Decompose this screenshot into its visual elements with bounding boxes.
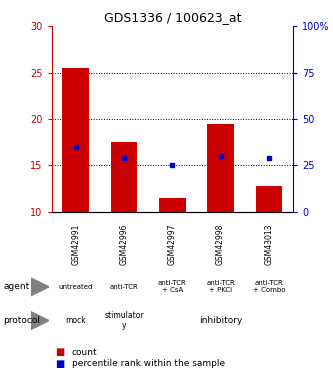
Text: mock: mock [66, 316, 86, 325]
Text: agent: agent [3, 282, 30, 291]
Bar [63, 68, 89, 212]
Text: GSM43013: GSM43013 [264, 224, 273, 266]
Bar [111, 142, 137, 212]
Text: untreated: untreated [59, 284, 93, 290]
Text: GSM42998: GSM42998 [216, 224, 225, 266]
Text: GSM42997: GSM42997 [168, 224, 177, 266]
Bar [256, 186, 282, 212]
Text: percentile rank within the sample: percentile rank within the sample [72, 359, 225, 368]
Text: ■: ■ [55, 359, 64, 369]
Title: GDS1336 / 100623_at: GDS1336 / 100623_at [104, 11, 241, 24]
Text: count: count [72, 348, 97, 357]
Bar [159, 198, 185, 212]
Text: anti-TCR
+ PKCi: anti-TCR + PKCi [206, 280, 235, 293]
Text: inhibitory: inhibitory [199, 316, 242, 325]
Text: anti-TCR
+ CsA: anti-TCR + CsA [158, 280, 187, 293]
Polygon shape [31, 312, 49, 330]
Bar [207, 124, 234, 212]
Text: protocol: protocol [3, 316, 40, 325]
Text: GSM42991: GSM42991 [71, 224, 80, 266]
Text: ■: ■ [55, 348, 64, 357]
Polygon shape [31, 278, 49, 296]
Text: anti-TCR
+ Combo: anti-TCR + Combo [253, 280, 285, 293]
Text: anti-TCR: anti-TCR [110, 284, 139, 290]
Text: stimulator
y: stimulator y [104, 311, 144, 330]
Text: GSM42996: GSM42996 [120, 224, 129, 266]
